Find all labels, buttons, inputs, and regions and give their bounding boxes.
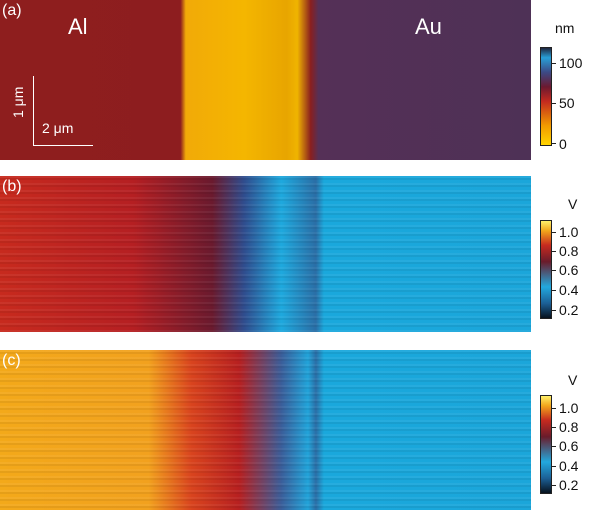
scalebar-vertical-label: 1 μm <box>10 86 26 118</box>
panel-c-label: (c) <box>2 352 21 369</box>
colorbar-c-tick <box>551 408 556 409</box>
panel-a-label: (a) <box>2 2 22 19</box>
material-label-au: Au <box>415 14 442 39</box>
colorbar-b-tick-label: 1.0 <box>559 224 579 240</box>
colorbar-c-tick-label: 0.6 <box>559 438 579 454</box>
colorbar-a-tick-label: 50 <box>559 95 575 111</box>
material-label-al: Al <box>68 14 88 39</box>
colorbar-b-tick-label: 0.8 <box>559 243 579 259</box>
scalebar-horizontal <box>33 145 93 146</box>
colorbar-a-tick <box>551 143 556 144</box>
colorbar-b-tick-label: 0.6 <box>559 262 579 278</box>
colorbar-b-tick-label: 0.4 <box>559 282 579 298</box>
colorbar-a-tick-label: 0 <box>559 136 567 152</box>
colorbar-b-tick-label: 0.2 <box>559 302 579 318</box>
colorbar-c-tick-label: 0.4 <box>559 458 579 474</box>
colorbar-c-tick <box>551 466 556 467</box>
colorbar-c-tick <box>551 485 556 486</box>
colorbar-c-tick <box>551 446 556 447</box>
colorbar-c-tick-label: 0.2 <box>559 477 579 493</box>
scalebar-horizontal-label: 2 μm <box>42 120 74 136</box>
colorbar-a-unit: nm <box>555 20 575 36</box>
voltage-map-b: (b) <box>0 176 531 332</box>
panel-b-label: (b) <box>2 178 22 195</box>
colorbar-a-tick <box>551 103 556 104</box>
colorbar-a <box>540 47 552 146</box>
colorbar-b-tick <box>551 251 556 252</box>
colorbar-c-tick-label: 1.0 <box>559 400 579 416</box>
colorbar-b-unit: V <box>568 196 578 212</box>
topography-map: (a) Al Au 1 μm 2 μm <box>0 0 531 160</box>
colorbar-c-tick-label: 0.8 <box>559 419 579 435</box>
colorbar-b-tick <box>551 310 556 311</box>
colorbar-c <box>540 395 552 494</box>
colorbar-c-unit: V <box>568 372 578 388</box>
colorbar-b <box>540 220 552 319</box>
scalebar-vertical <box>33 76 34 146</box>
colorbar-b-tick <box>551 270 556 271</box>
colorbar-b-tick <box>551 232 556 233</box>
colorbar-b-tick <box>551 290 556 291</box>
colorbar-a-tick-label: 100 <box>559 55 583 71</box>
colorbar-c-tick <box>551 427 556 428</box>
voltage-map-c: (c) <box>0 350 531 510</box>
colorbar-a-tick <box>551 63 556 64</box>
